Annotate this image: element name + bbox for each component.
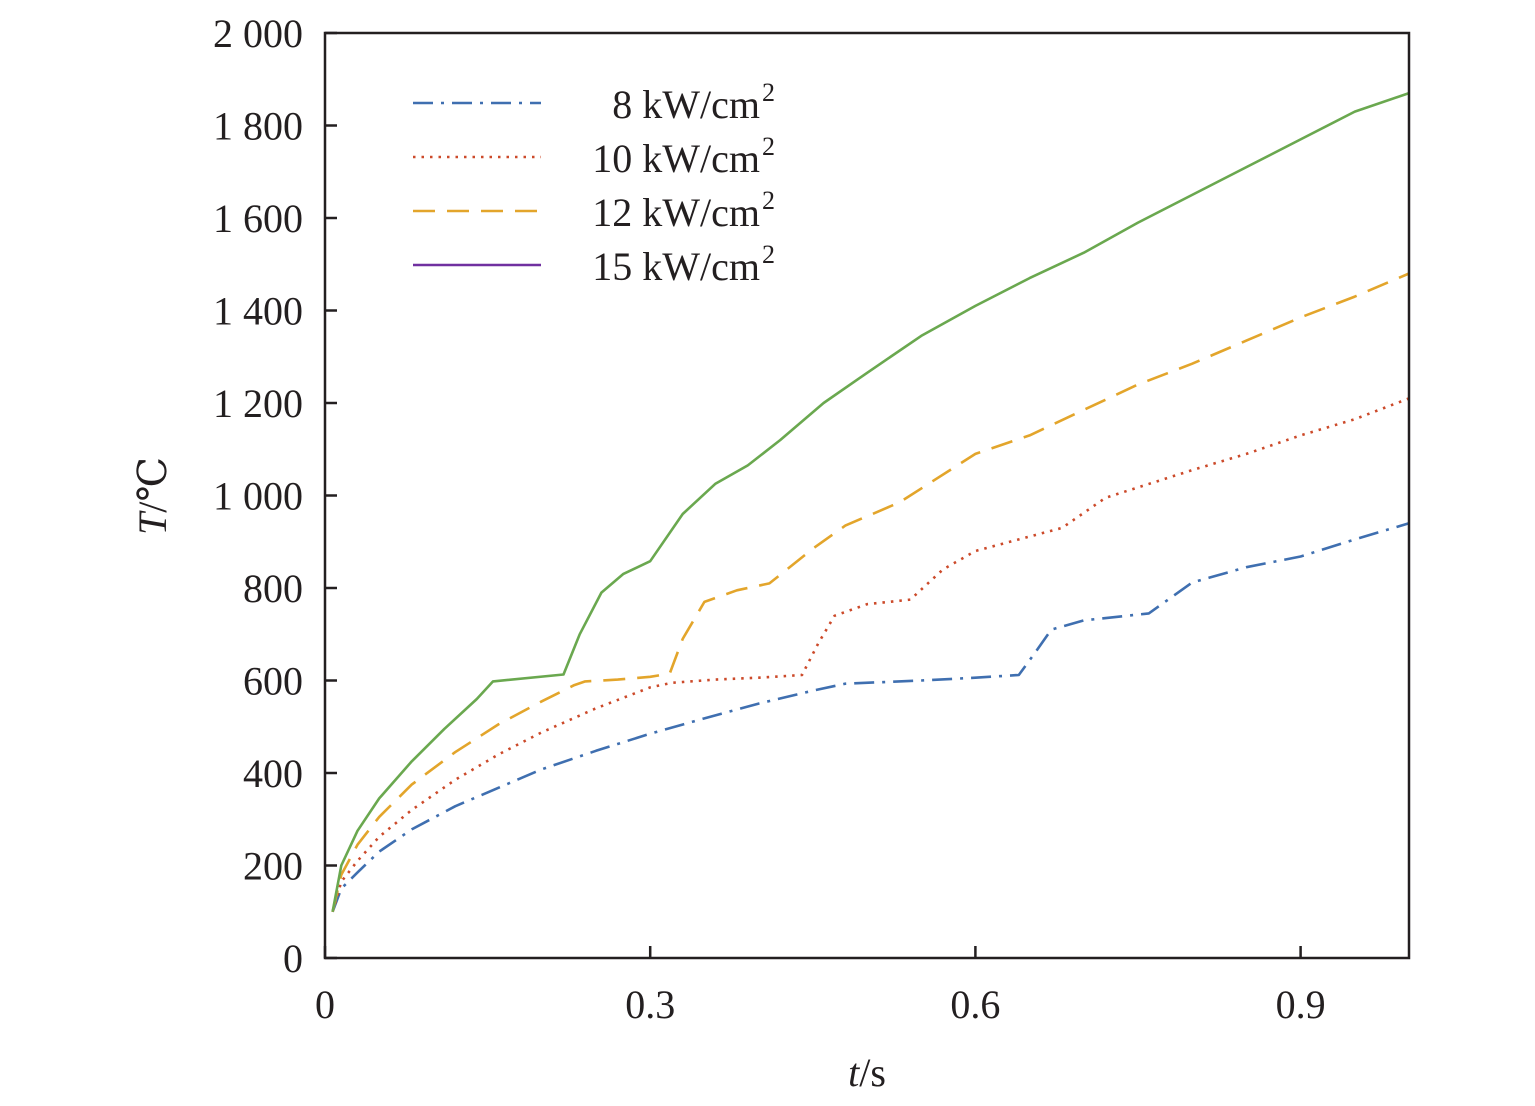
series-line-4	[331, 91, 1410, 913]
series-line-1	[331, 522, 1410, 913]
x-tick-label: 0.3	[625, 982, 675, 1027]
x-tick-label: 0	[315, 982, 335, 1027]
series-line-2	[331, 397, 1410, 913]
y-tick-label: 1 200	[213, 381, 303, 426]
x-axis-title-symbol: t	[848, 1050, 860, 1095]
x-axis-title: t/s	[848, 1050, 886, 1095]
ticks-layer: 0 200 400 600 800 1 000 1 200 1 400 1 600 1 800 2 …	[213, 11, 1326, 1027]
legend-label-3: 12 kW/cm	[592, 190, 760, 235]
y-tick-label: 1 800	[213, 104, 303, 149]
legend: 8 kW/cm 210 kW/cm 212 kW/cm 215 kW/cm 2	[413, 78, 775, 289]
y-tick-label: 1 600	[213, 196, 303, 241]
legend-label-text: 15 kW/cm	[592, 244, 760, 289]
y-tick-label: 600	[243, 659, 303, 704]
legend-label-4: 15 kW/cm	[592, 244, 760, 289]
x-axis-title-unit: /s	[859, 1050, 886, 1095]
y-axis-title: T/℃	[130, 457, 175, 535]
y-tick-label: 200	[243, 844, 303, 889]
y-tick-label: 2 000	[213, 11, 303, 56]
legend-label-superscript: 2	[762, 240, 775, 269]
x-tick-label: 0.9	[1276, 982, 1326, 1027]
y-tick-label: 400	[243, 751, 303, 796]
plot-frame	[323, 31, 1411, 960]
legend-label-superscript: 2	[762, 78, 775, 107]
y-tick-label: 1 000	[213, 474, 303, 519]
legend-label-1: 8 kW/cm	[612, 82, 760, 127]
legend-label-text: 12 kW/cm	[592, 190, 760, 235]
x-tick-label: 0.6	[950, 982, 1000, 1027]
legend-label-superscript: 2	[762, 132, 775, 161]
legend-label-2: 10 kW/cm	[592, 136, 760, 181]
y-axis-title-symbol: T	[130, 510, 175, 535]
legend-label-text: 10 kW/cm	[592, 136, 760, 181]
legend-label-superscript: 2	[762, 186, 775, 215]
y-tick-label: 0	[283, 936, 303, 981]
y-tick-label: 800	[243, 566, 303, 611]
legend-label-text: 8 kW/cm	[612, 82, 760, 127]
y-axis-title-unit: /℃	[130, 457, 175, 513]
series-layer	[331, 91, 1410, 913]
y-tick-label: 1 400	[213, 289, 303, 334]
